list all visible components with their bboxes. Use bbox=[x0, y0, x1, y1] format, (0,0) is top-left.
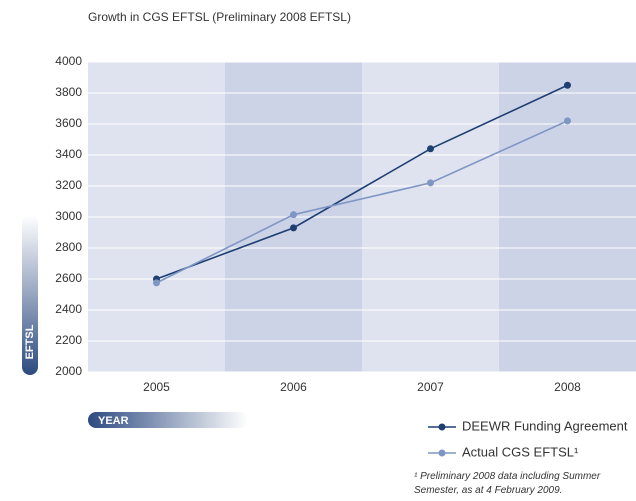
y-label-pill bbox=[22, 215, 38, 375]
x-label-pill bbox=[88, 412, 248, 428]
y-tick-label: 2400 bbox=[55, 302, 82, 316]
y-tick-label: 2200 bbox=[55, 333, 82, 347]
footnote: ¹ Preliminary 2008 data including Summer… bbox=[414, 471, 601, 496]
y-tick-label: 2000 bbox=[55, 364, 82, 378]
data-point bbox=[564, 117, 571, 125]
y-tick-label: 3400 bbox=[55, 147, 82, 161]
x-tick-label: 2006 bbox=[280, 380, 307, 394]
data-point bbox=[427, 179, 434, 187]
x-tick-label: 2007 bbox=[417, 380, 444, 394]
legend-label: Actual CGS EFTSL¹ bbox=[462, 444, 579, 459]
data-point bbox=[564, 81, 571, 89]
y-tick-label: 2600 bbox=[55, 271, 82, 285]
chart-title: Growth in CGS EFTSL (Preliminary 2008 EF… bbox=[88, 10, 351, 24]
legend-label: DEEWR Funding Agreement bbox=[462, 418, 628, 433]
x-tick-label: 2008 bbox=[554, 380, 581, 394]
y-axis-label: EFTSL bbox=[24, 324, 36, 359]
y-tick-label: 3200 bbox=[55, 178, 82, 192]
series-line bbox=[156, 120, 568, 284]
x-axis-label: YEAR bbox=[98, 415, 129, 427]
legend-marker bbox=[438, 423, 446, 431]
y-tick-label: 3800 bbox=[55, 85, 82, 99]
y-tick-label: 3600 bbox=[55, 116, 82, 130]
legend-marker bbox=[438, 449, 446, 457]
y-tick-label: 2800 bbox=[55, 240, 82, 254]
data-point bbox=[427, 145, 434, 153]
data-point bbox=[290, 224, 297, 232]
y-tick-label: 3000 bbox=[55, 209, 82, 223]
x-tick-label: 2005 bbox=[143, 380, 170, 394]
data-point bbox=[290, 211, 297, 219]
data-point bbox=[153, 279, 160, 287]
y-tick-label: 4000 bbox=[55, 54, 82, 68]
series-line bbox=[156, 84, 568, 280]
